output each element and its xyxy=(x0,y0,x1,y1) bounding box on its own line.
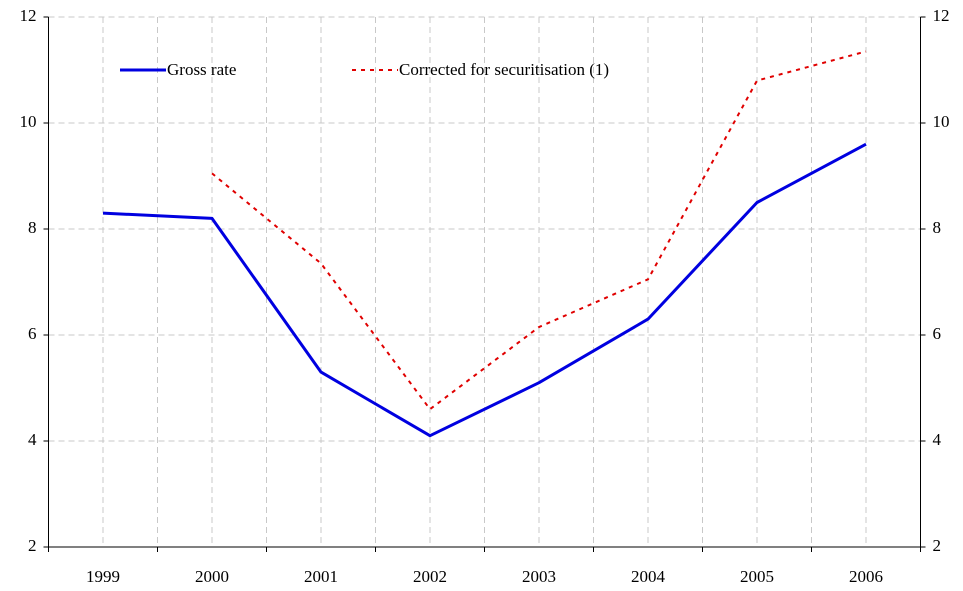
y-tick-label: 4 xyxy=(28,430,37,449)
y2-tick-label: 2 xyxy=(933,536,942,555)
x-tick-label: 2005 xyxy=(740,567,774,586)
x-tick-label: 2006 xyxy=(849,567,883,586)
y-tick-label: 12 xyxy=(20,6,37,25)
x-tick-label: 1999 xyxy=(86,567,120,586)
y-tick-label: 10 xyxy=(20,112,37,131)
series-line xyxy=(211,50,867,411)
y-tick-label: 8 xyxy=(28,218,37,237)
y2-tick-label: 6 xyxy=(933,324,942,343)
x-tick-label: 2001 xyxy=(304,567,338,586)
y2-tick-label: 4 xyxy=(933,430,942,449)
y-tick-label: 6 xyxy=(28,324,37,343)
x-tick-label: 2002 xyxy=(413,567,447,586)
x-tick-label: 2003 xyxy=(522,567,556,586)
y2-tick-label: 8 xyxy=(933,218,942,237)
y-tick-label: 2 xyxy=(28,536,37,555)
x-tick-label: 2000 xyxy=(195,567,229,586)
legend-label: Corrected for securitisation (1) xyxy=(399,60,609,79)
y2-tick-label: 10 xyxy=(933,112,950,131)
series-line xyxy=(102,142,867,438)
legend-label: Gross rate xyxy=(167,60,236,79)
y2-tick-label: 12 xyxy=(933,6,950,25)
x-tick-label: 2004 xyxy=(631,567,666,586)
